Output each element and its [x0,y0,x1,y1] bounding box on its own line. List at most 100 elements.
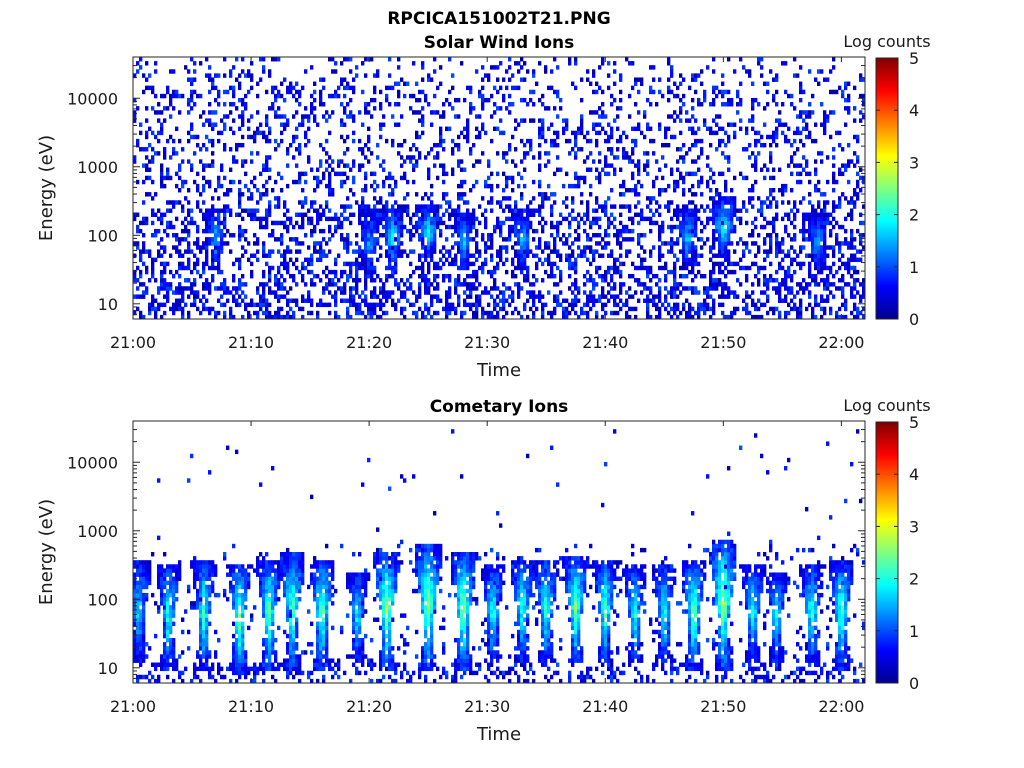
heatmap-cell [766,286,770,291]
heatmap-cell [604,155,608,160]
heatmap-cell [583,134,587,140]
heatmap-cell [277,314,281,319]
heatmap-cell [817,282,821,287]
heatmap-cell [148,73,152,78]
heatmap-cell [607,224,611,230]
heatmap-cell [460,212,464,217]
heatmap-cell [340,81,344,86]
heatmap-cell [262,241,266,246]
heatmap-cell [790,237,794,242]
heatmap-cell [781,265,785,271]
heatmap-cell [469,237,473,242]
heatmap-cell [175,286,179,291]
heatmap-cell [217,93,221,99]
heatmap-cell [838,142,842,148]
heatmap-cell [637,241,641,246]
heatmap-cell [823,241,827,246]
heatmap-cell [190,106,194,111]
heatmap-cell [208,77,212,82]
heatmap-cell [760,204,764,209]
heatmap-cell [379,208,383,213]
heatmap-cell [523,216,527,222]
heatmap-cell [718,253,722,258]
heatmap-cell [337,278,341,283]
heatmap-cell [331,233,335,238]
heatmap-cell [619,183,623,189]
heatmap-cell [721,310,725,316]
heatmap-cell [628,208,632,213]
heatmap-cell [190,302,194,308]
heatmap-cell [439,228,443,234]
heatmap-cell [484,249,488,254]
heatmap-cell [841,261,845,267]
heatmap-cell [559,167,563,172]
heatmap-cell [673,265,677,271]
heatmap-cell [328,130,332,136]
heatmap-cell [691,286,695,291]
heatmap-cell [853,302,857,308]
heatmap-cell [301,204,305,209]
heatmap-cell [862,245,865,250]
heatmap-cell [166,233,170,238]
heatmap-cell [853,278,857,283]
plot-frame [132,56,866,320]
heatmap-cell [757,282,761,287]
heatmap-cell [769,69,773,74]
heatmap-cell [475,294,479,299]
heatmap-cell [187,249,191,254]
heatmap-cell [574,237,578,242]
heatmap-cell [706,220,710,226]
heatmap-cell [325,241,329,246]
heatmap-cell [505,298,509,303]
heatmap-cell [139,282,143,287]
heatmap-cell [436,155,440,160]
heatmap-cell [502,171,506,177]
heatmap-cell [712,171,716,177]
heatmap-cell [424,212,428,217]
heatmap-cell [772,228,776,234]
heatmap-cell [250,77,254,82]
heatmap-cell [274,278,278,283]
heatmap-cell [439,134,443,140]
heatmap-cell [172,69,176,74]
heatmap-cell [442,245,446,250]
heatmap-cell [232,278,236,283]
heatmap-cell [772,167,776,172]
heatmap-cell [799,282,803,287]
heatmap-cell [625,302,629,308]
heatmap-cell [697,216,701,222]
heatmap-cell [823,257,827,263]
heatmap-cell [481,265,485,271]
heatmap-cell [613,269,617,275]
heatmap-cell [457,249,461,254]
heatmap-cell [472,286,476,291]
heatmap-cell [277,220,281,226]
heatmap-cell [418,204,422,209]
heatmap-cell [811,245,815,250]
heatmap-cell [673,294,677,299]
heatmap-cell [745,310,749,316]
heatmap-cell [688,147,692,152]
heatmap-cell [205,298,209,303]
heatmap-cell [208,216,212,222]
heatmap-cell [778,245,782,250]
heatmap-cell [634,265,638,271]
heatmap-cell [193,278,197,283]
heatmap-cell [694,249,698,254]
heatmap-cell [586,233,590,238]
heatmap-cell [160,212,164,217]
heatmap-cell [715,228,719,234]
heatmap-cell [325,273,329,279]
heatmap-cell [223,241,227,246]
heatmap-cell [721,261,725,267]
heatmap-cell [133,114,137,119]
heatmap-cell [538,298,542,303]
heatmap-cell [397,93,401,99]
heatmap-cell [451,208,455,213]
heatmap-cell [265,314,269,319]
heatmap-cell [397,208,401,213]
heatmap-cell [766,81,770,86]
heatmap-cell [370,314,374,319]
heatmap-cell [697,306,701,312]
heatmap-cell [319,77,323,82]
